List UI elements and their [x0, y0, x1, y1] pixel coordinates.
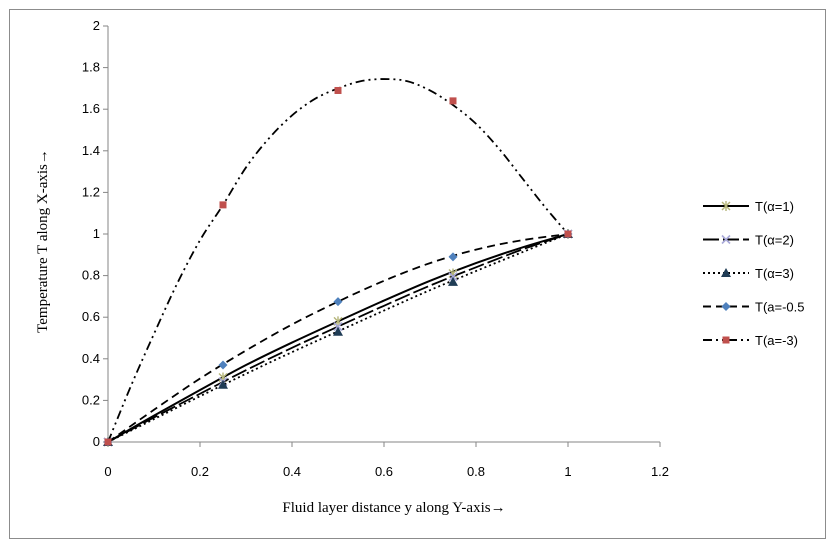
y-tick-label: 1: [93, 226, 100, 241]
data-point: [448, 252, 458, 262]
legend-marker: [722, 336, 730, 344]
y-tick-label: 1.6: [82, 101, 100, 116]
legend-marker: [721, 268, 731, 277]
series-line: [107, 78, 569, 443]
y-tick-label: 1.2: [82, 184, 100, 199]
x-tick-label: 1.2: [651, 464, 669, 479]
legend: T(α=1) T(α=2) T(α=3) T(a=-0.5 T(a=-3): [703, 199, 805, 348]
legend-label: T(a=-0.5: [755, 300, 805, 315]
data-point: [218, 360, 228, 370]
y-tick-label: 0.2: [82, 392, 100, 407]
x-tick-label: 0.4: [283, 464, 301, 479]
y-tick-label: 1.4: [82, 143, 100, 158]
y-tick-label: 2: [93, 18, 100, 33]
y-tick-label: 0.6: [82, 309, 100, 324]
legend-label: T(α=3): [755, 266, 794, 281]
legend-item: T(α=1): [703, 199, 794, 214]
series-1: [103, 229, 573, 447]
series-line: [107, 233, 569, 443]
data-point: [564, 230, 572, 238]
data-point: [333, 297, 343, 307]
x-tick-label: 0.2: [191, 464, 209, 479]
series-3: [103, 229, 573, 446]
series-5: [104, 78, 572, 446]
data-point: [334, 86, 342, 94]
y-tick-label: 0.8: [82, 268, 100, 283]
y-axis-label: Temperature T along X-axis→: [35, 149, 51, 333]
x-axis-label: Fluid layer distance y along Y-axis→: [282, 500, 505, 516]
series-line: [107, 233, 569, 443]
data-point: [218, 379, 228, 389]
data-point: [449, 97, 457, 105]
legend-marker: [721, 234, 731, 245]
series-4: [103, 229, 573, 447]
legend-marker: [721, 201, 731, 211]
series-2: [103, 229, 573, 447]
legend-marker: [721, 302, 731, 311]
y-tick-label: 0.4: [82, 351, 100, 366]
data-point: [448, 276, 458, 286]
x-tick-label: 0.6: [375, 464, 393, 479]
series-layer: [103, 78, 573, 447]
legend-item: T(α=3): [703, 266, 794, 281]
tick-labels: 0 0.2 0.4 0.6 0.8 1 1.2 1.4 1.6 1.8 2 0 0.2 0.4 0.6 0.8…: [82, 18, 669, 479]
data-point: [448, 272, 458, 282]
legend-label: T(α=1): [755, 199, 794, 214]
x-tick-label: 0.8: [467, 464, 485, 479]
data-point: [104, 438, 112, 446]
legend-item: T(α=2): [703, 233, 794, 248]
y-tick-label: 0: [93, 434, 100, 449]
data-point: [333, 326, 343, 336]
legend-label: T(a=-3): [755, 333, 798, 348]
series-line: [107, 233, 569, 443]
y-tick-label: 1.8: [82, 60, 100, 75]
legend-item: T(a=-3): [703, 333, 798, 348]
data-point: [219, 201, 227, 209]
data-point: [333, 321, 343, 332]
legend-item: T(a=-0.5: [703, 300, 805, 315]
chart-frame: [9, 9, 826, 539]
legend-label: T(α=2): [755, 233, 794, 248]
x-tick-label: 1: [564, 464, 571, 479]
series-line: [107, 233, 569, 443]
x-tick-label: 0: [104, 464, 111, 479]
axes: [103, 25, 661, 447]
